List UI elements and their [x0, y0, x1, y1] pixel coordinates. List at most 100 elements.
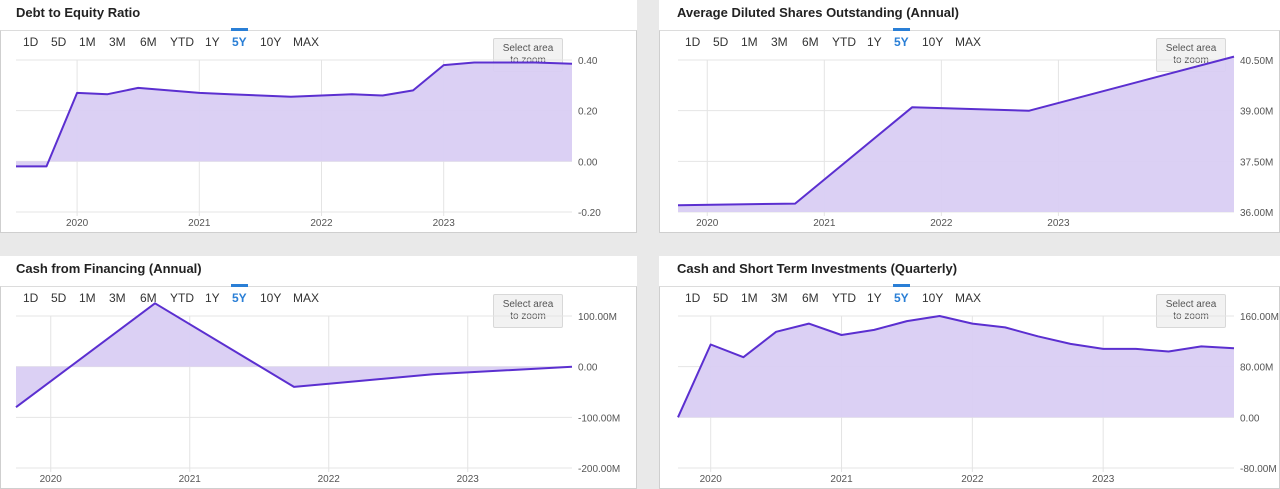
- y-tick-label: -80.00M: [1240, 464, 1277, 475]
- range-button-10y[interactable]: 10Y: [922, 291, 944, 305]
- range-button-max[interactable]: MAX: [955, 291, 982, 305]
- y-tick-label: -100.00M: [578, 413, 620, 424]
- chart-title: Cash and Short Term Investments (Quarter…: [677, 261, 958, 276]
- x-tick-label: 2020: [66, 218, 89, 229]
- range-button-6m[interactable]: 6M: [802, 35, 819, 49]
- range-button-1m[interactable]: 1M: [79, 35, 96, 49]
- range-button-1y[interactable]: 1Y: [205, 35, 220, 49]
- series-area: [678, 316, 1234, 418]
- range-button-1y[interactable]: 1Y: [867, 291, 882, 305]
- range-button-1m[interactable]: 1M: [741, 35, 758, 49]
- range-button-1m[interactable]: 1M: [79, 291, 96, 305]
- range-button-5y[interactable]: 5Y: [231, 28, 248, 49]
- range-button-10y[interactable]: 10Y: [260, 291, 282, 305]
- chart-panel-cash-financing: Cash from Financing (Annual) 1D 5D 1M 3M 6M Y…: [0, 256, 637, 489]
- y-tick-label: 80.00M: [1240, 363, 1273, 374]
- y-tick-label: 36.00M: [1240, 208, 1273, 219]
- zoom-label-line1: Select area: [502, 43, 554, 54]
- zoom-label-line1: Select area: [1165, 43, 1217, 54]
- series-area: [678, 56, 1234, 212]
- range-button-5y[interactable]: 5Y: [893, 28, 910, 49]
- y-tick-label: -0.20: [578, 208, 601, 219]
- range-selector: 1D 5D 1M 3M 6M YTD 1Y 5Y 10Y MAX: [0, 284, 637, 312]
- y-tick-label: 0.40: [578, 56, 598, 67]
- chart-panel-diluted-shares: Average Diluted Shares Outstanding (Annu…: [659, 0, 1280, 233]
- chart-title: Cash from Financing (Annual): [16, 261, 202, 276]
- x-tick-label: 2021: [830, 474, 853, 485]
- range-selector: 1D 5D 1M 3M 6M YTD 1Y 5Y 10Y MAX: [659, 28, 1280, 56]
- range-button-1d[interactable]: 1D: [685, 35, 701, 49]
- y-tick-label: -200.00M: [578, 464, 620, 475]
- y-tick-label: 37.50M: [1240, 157, 1273, 168]
- x-tick-label: 2020: [40, 474, 63, 485]
- range-button-1y[interactable]: 1Y: [867, 35, 882, 49]
- range-button-ytd[interactable]: YTD: [170, 291, 194, 305]
- range-button-5d[interactable]: 5D: [51, 35, 67, 49]
- y-tick-label: 39.00M: [1240, 107, 1273, 118]
- range-selector: 1D 5D 1M 3M 6M YTD 1Y 5Y 10Y MAX: [0, 28, 637, 56]
- range-button-10y[interactable]: 10Y: [922, 35, 944, 49]
- x-tick-label: 2023: [1047, 218, 1070, 229]
- y-tick-label: 0.20: [578, 107, 598, 118]
- range-button-1m[interactable]: 1M: [741, 291, 758, 305]
- y-tick-label: 0.00: [1240, 413, 1260, 424]
- diluted-shares-chart: 40.50M 39.00M 37.50M 36.00M 2020 2021 2022 2023: [677, 55, 1273, 229]
- cash-from-financing-chart: 100.00M 0.00 -100.00M -200.00M 2020 2021 2022 2…: [15, 302, 620, 485]
- range-button-5y[interactable]: 5Y: [893, 284, 910, 305]
- chart-title: Average Diluted Shares Outstanding (Annu…: [677, 5, 959, 20]
- range-button-max[interactable]: MAX: [293, 291, 320, 305]
- chart-title: Debt to Equity Ratio: [16, 5, 141, 20]
- x-tick-label: 2022: [930, 218, 953, 229]
- series-line: [677, 55, 1235, 207]
- y-tick-label: 0.00: [578, 157, 598, 168]
- range-button-6m[interactable]: 6M: [140, 291, 157, 305]
- range-button-max[interactable]: MAX: [955, 35, 982, 49]
- range-button-5y[interactable]: 5Y: [231, 284, 248, 305]
- range-button-5d[interactable]: 5D: [51, 291, 67, 305]
- chart-panel-cash-investments: Cash and Short Term Investments (Quarter…: [659, 256, 1280, 489]
- x-tick-label: 2023: [1092, 474, 1115, 485]
- range-button-3m[interactable]: 3M: [771, 291, 788, 305]
- range-selector: 1D 5D 1M 3M 6M YTD 1Y 5Y 10Y MAX: [659, 284, 1280, 312]
- range-button-ytd[interactable]: YTD: [170, 35, 194, 49]
- x-tick-label: 2022: [318, 474, 341, 485]
- y-tick-label: 40.50M: [1240, 56, 1273, 67]
- range-button-6m[interactable]: 6M: [802, 291, 819, 305]
- range-button-max[interactable]: MAX: [293, 35, 320, 49]
- range-button-1d[interactable]: 1D: [23, 35, 39, 49]
- x-tick-label: 2023: [457, 474, 480, 485]
- range-button-1y[interactable]: 1Y: [205, 291, 220, 305]
- range-button-ytd[interactable]: YTD: [832, 291, 856, 305]
- range-button-3m[interactable]: 3M: [771, 35, 788, 49]
- range-button-1d[interactable]: 1D: [23, 291, 39, 305]
- range-button-3m[interactable]: 3M: [109, 35, 126, 49]
- series-area: [16, 303, 572, 408]
- y-tick-label: 100.00M: [578, 312, 617, 323]
- series-line: [677, 315, 1235, 418]
- x-tick-label: 2021: [813, 218, 836, 229]
- x-tick-label: 2023: [433, 218, 456, 229]
- range-button-1d[interactable]: 1D: [685, 291, 701, 305]
- chart-panel-debt-equity: Debt to Equity Ratio 1D 5D 1M 3M 6M YTD 1Y 5Y 10…: [0, 0, 637, 233]
- debt-to-equity-chart: 0.40 0.20 0.00 -0.20 2020 2021 2022 2023: [15, 56, 601, 229]
- x-tick-label: 2020: [696, 218, 719, 229]
- x-tick-label: 2022: [961, 474, 984, 485]
- y-tick-label: 160.00M: [1240, 312, 1279, 323]
- y-tick-label: 0.00: [578, 363, 598, 374]
- x-tick-label: 2021: [188, 218, 211, 229]
- series-line: [16, 61, 573, 168]
- range-button-5d[interactable]: 5D: [713, 35, 729, 49]
- zoom-label-line1: Select area: [502, 299, 554, 310]
- range-button-6m[interactable]: 6M: [140, 35, 157, 49]
- x-tick-label: 2022: [310, 218, 333, 229]
- series-area: [16, 62, 572, 167]
- range-button-3m[interactable]: 3M: [109, 291, 126, 305]
- range-button-10y[interactable]: 10Y: [260, 35, 282, 49]
- zoom-label-line1: Select area: [1165, 299, 1217, 310]
- range-button-5d[interactable]: 5D: [713, 291, 729, 305]
- plot-frame: [0, 30, 637, 233]
- series-line: [15, 302, 573, 409]
- range-button-ytd[interactable]: YTD: [832, 35, 856, 49]
- cash-short-term-investments-chart: 160.00M 80.00M 0.00 -80.00M 2020 2021 2022 2023: [677, 312, 1279, 485]
- x-tick-label: 2021: [179, 474, 202, 485]
